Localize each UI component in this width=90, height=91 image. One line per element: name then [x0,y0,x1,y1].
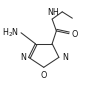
Text: N: N [20,53,26,62]
Text: O: O [41,71,47,80]
Text: H$_2$N: H$_2$N [2,26,19,39]
Text: NH: NH [48,8,59,17]
Text: N: N [62,53,68,62]
Text: O: O [71,30,77,39]
